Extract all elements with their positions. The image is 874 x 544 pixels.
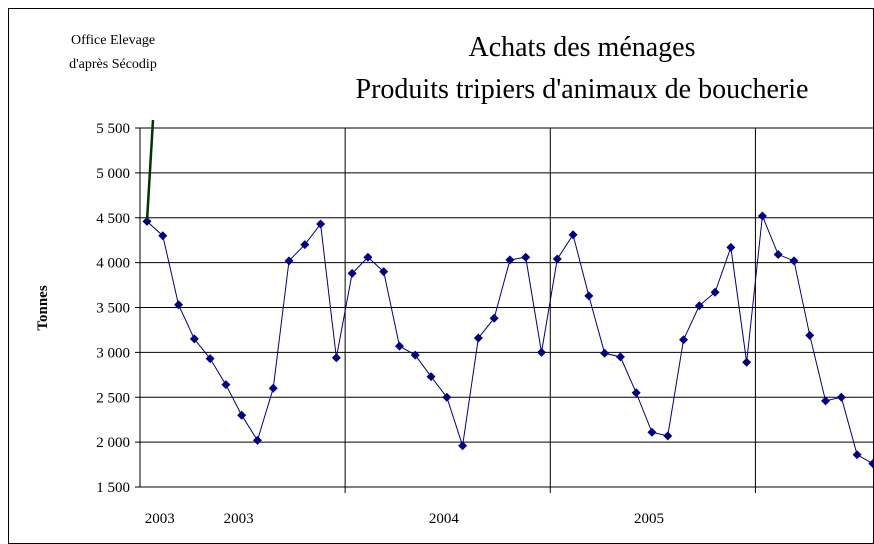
data-point [631, 388, 641, 398]
x-tick-label: 2004 [429, 511, 460, 527]
data-point [789, 256, 799, 266]
chart-title: Produits tripiers d'animaux de boucherie [356, 74, 809, 105]
y-tick-label: 5 500 [96, 121, 130, 137]
chart-border [8, 8, 874, 544]
y-tick-label: 3 500 [96, 301, 130, 317]
data-point [379, 267, 389, 277]
data-point [726, 242, 736, 252]
y-tick-label: 3 000 [96, 345, 130, 361]
stray-line [145, 119, 155, 222]
data-point [347, 268, 357, 278]
plot-area: 1 500 2 000 2 500 3 000 3 500 4 000 4 500 5 000… [96, 121, 874, 527]
data-point [158, 231, 168, 241]
y-tick-label: 1 500 [96, 480, 130, 496]
data-point [268, 383, 278, 393]
data-point [584, 291, 594, 301]
data-point [615, 352, 625, 362]
data-point [205, 354, 215, 364]
data-point [221, 380, 231, 390]
data-point [410, 350, 420, 360]
data-point [773, 250, 783, 260]
data-point [552, 254, 562, 264]
x-tick-label: 2003 [224, 511, 254, 527]
data-point [868, 459, 874, 469]
data-point [852, 450, 862, 460]
y-tick-label: 2 500 [96, 390, 130, 406]
y-axis-label: Tonnes [35, 285, 51, 330]
data-point [473, 333, 483, 343]
data-point [363, 252, 373, 262]
data-point [521, 252, 531, 262]
data-point [568, 230, 578, 240]
data-point [505, 255, 515, 265]
data-point [394, 341, 404, 351]
y-tick-label: 4 500 [96, 211, 130, 227]
data-point [600, 348, 610, 358]
data-point [742, 357, 752, 367]
data-point [426, 372, 436, 382]
data-point [174, 300, 184, 310]
x-tick-label: 2003 [145, 511, 175, 527]
data-point [252, 435, 262, 445]
data-point [189, 334, 199, 344]
data-point [836, 392, 846, 402]
data-point [757, 211, 767, 221]
y-tick-label: 2 000 [96, 435, 130, 451]
data-point [679, 335, 689, 345]
data-point [821, 396, 831, 406]
source-line: Office Elevage [71, 33, 155, 48]
data-point [237, 410, 247, 420]
x-tick-label: 2005 [634, 511, 664, 527]
data-point [710, 287, 720, 297]
data-point [142, 216, 152, 226]
data-point [300, 240, 310, 250]
data-point [694, 301, 704, 311]
data-point [489, 313, 499, 323]
data-point [284, 256, 294, 266]
data-point [458, 441, 468, 451]
source-line: d'après Sécodip [69, 57, 157, 72]
data-point [663, 431, 673, 441]
data-point [316, 219, 326, 229]
data-point [805, 330, 815, 340]
y-tick-label: 4 000 [96, 256, 130, 272]
data-point [537, 347, 546, 357]
y-tick-label: 5 000 [96, 166, 130, 182]
data-point [647, 427, 657, 437]
data-point [442, 392, 452, 402]
data-point [331, 353, 341, 363]
chart-title: Achats des ménages [468, 32, 695, 63]
